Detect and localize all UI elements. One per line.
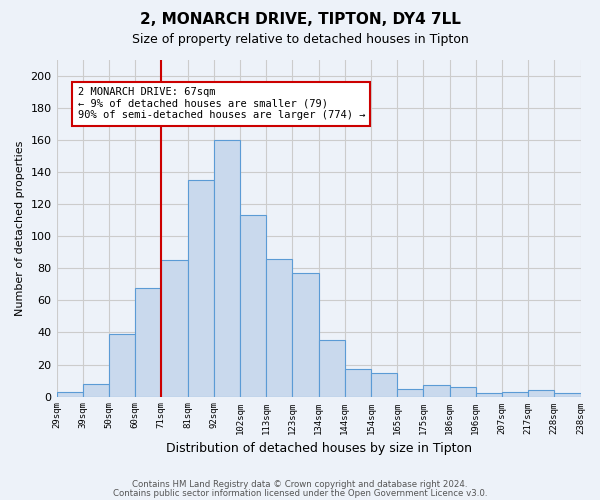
Bar xyxy=(161,260,188,396)
Text: Contains HM Land Registry data © Crown copyright and database right 2024.: Contains HM Land Registry data © Crown c… xyxy=(132,480,468,489)
X-axis label: Distribution of detached houses by size in Tipton: Distribution of detached houses by size … xyxy=(166,442,472,455)
Bar xyxy=(397,388,424,396)
Text: 2, MONARCH DRIVE, TIPTON, DY4 7LL: 2, MONARCH DRIVE, TIPTON, DY4 7LL xyxy=(140,12,460,28)
Bar xyxy=(83,384,109,396)
Bar xyxy=(266,258,292,396)
Text: 2 MONARCH DRIVE: 67sqm
← 9% of detached houses are smaller (79)
90% of semi-deta: 2 MONARCH DRIVE: 67sqm ← 9% of detached … xyxy=(77,87,365,120)
Bar xyxy=(292,273,319,396)
Bar xyxy=(109,334,135,396)
Bar xyxy=(528,390,554,396)
Bar xyxy=(345,370,371,396)
Text: Contains public sector information licensed under the Open Government Licence v3: Contains public sector information licen… xyxy=(113,488,487,498)
Bar xyxy=(188,180,214,396)
Bar xyxy=(240,216,266,396)
Bar xyxy=(319,340,345,396)
Bar xyxy=(449,387,476,396)
Bar xyxy=(135,288,161,397)
Bar xyxy=(476,394,502,396)
Bar xyxy=(56,392,83,396)
Y-axis label: Number of detached properties: Number of detached properties xyxy=(15,140,25,316)
Bar xyxy=(502,392,528,396)
Bar xyxy=(554,394,581,396)
Bar xyxy=(424,386,449,396)
Bar xyxy=(214,140,240,396)
Bar xyxy=(371,372,397,396)
Text: Size of property relative to detached houses in Tipton: Size of property relative to detached ho… xyxy=(131,32,469,46)
